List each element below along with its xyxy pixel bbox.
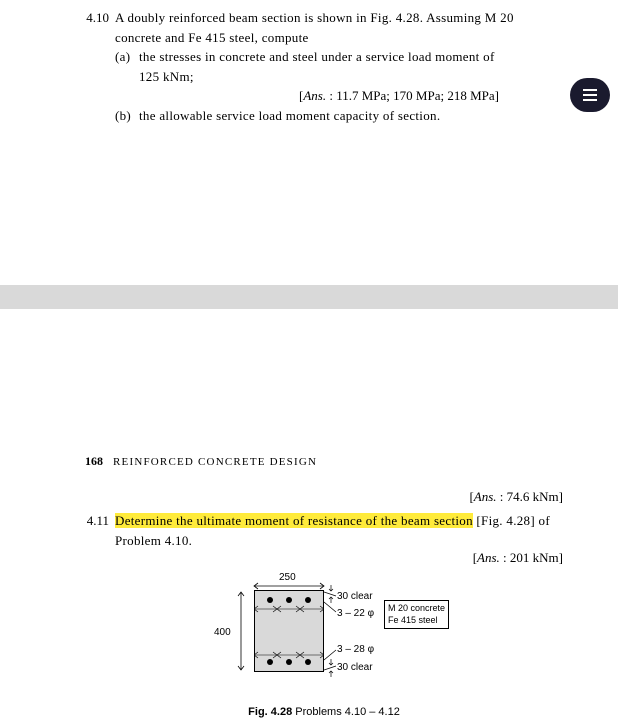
bars-bot-label: 3 – 28 φ <box>337 644 374 655</box>
page-number: 168 <box>85 454 103 469</box>
material-box: M 20 concrete Fe 415 steel <box>384 600 449 629</box>
bot-bar-spacing-icon <box>254 650 324 660</box>
highlighted-text: Determine the ultimate moment of resista… <box>115 513 473 528</box>
sub-a-label: (a) <box>115 47 139 67</box>
sub-b-label: (b) <box>115 106 139 126</box>
sub-b-text: the allowable service load moment capaci… <box>139 106 563 126</box>
problem-411-line2: Problem 4.10. <box>115 531 563 551</box>
bars-top-label: 3 – 22 φ <box>337 608 374 619</box>
chapter-title: REINFORCED CONCRETE DESIGN <box>113 456 317 468</box>
clear-ticks-icon <box>326 585 336 680</box>
height-label: 400 <box>214 627 231 638</box>
page-bottom-content: 168 REINFORCED CONCRETE DESIGN [Ans. : 7… <box>0 309 618 718</box>
answer-411: [Ans. : 201 kNm] <box>85 550 563 566</box>
beam-figure: 250 400 30 clear 3 – 22 φ 3 – 28 φ 30 cl… <box>194 580 454 700</box>
answer-prev: [Ans. : 74.6 kNm] <box>85 489 563 505</box>
menu-button[interactable] <box>570 78 610 112</box>
problem-4-11: 4.11 Determine the ultimate moment of re… <box>85 511 563 531</box>
width-label: 250 <box>279 572 296 583</box>
page-top-content: 4.10 A doubly reinforced beam section is… <box>0 0 618 125</box>
top-bar-spacing-icon <box>254 604 324 614</box>
problem-number: 4.10 <box>85 8 115 28</box>
problem-text-1: A doubly reinforced beam section is show… <box>115 8 563 28</box>
page-divider-band <box>0 285 618 309</box>
page-header: 168 REINFORCED CONCRETE DESIGN <box>85 454 563 469</box>
height-dimension-icon <box>232 588 250 674</box>
clear-top-label: 30 clear <box>337 591 373 602</box>
answer-a: [Ans. : 11.7 MPa; 170 MPa; 218 MPa] <box>85 86 563 106</box>
problem-text-2: concrete and Fe 415 steel, compute <box>115 28 563 48</box>
problem-number-411: 4.11 <box>85 511 115 531</box>
clear-bot-label: 30 clear <box>337 662 373 673</box>
problem-411-rest: [Fig. 4.28] of <box>473 513 550 528</box>
figure-caption: Fig. 4.28 Problems 4.10 – 4.12 <box>85 706 563 718</box>
sub-a-text-1: the stresses in concrete and steel under… <box>139 47 563 67</box>
top-rebars <box>254 597 324 603</box>
sub-a-text-2: 125 kNm; <box>139 67 563 87</box>
problem-4-10: 4.10 A doubly reinforced beam section is… <box>85 8 563 125</box>
